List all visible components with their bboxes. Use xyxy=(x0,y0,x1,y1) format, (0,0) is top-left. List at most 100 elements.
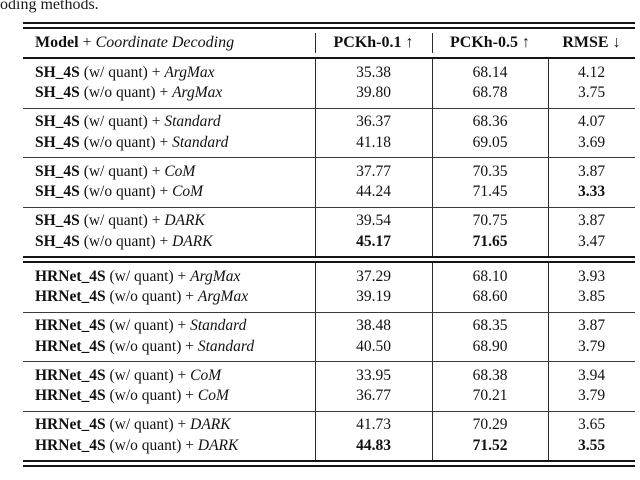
table-row: HRNet_4S (w/o quant) + ArgMax 39.19 68.6… xyxy=(23,287,635,308)
value-cell: 3.87 xyxy=(577,317,606,334)
value-cell: 39.19 xyxy=(356,288,391,305)
value-cell: 71.65 xyxy=(472,232,508,250)
header-plus: + xyxy=(82,34,92,51)
column-divider xyxy=(548,59,549,108)
model-name: SH_4S xyxy=(35,183,80,200)
value-cell: 44.83 xyxy=(356,436,391,454)
model-config: (w/o quant) + xyxy=(83,84,169,101)
model-name: SH_4S xyxy=(35,232,80,250)
model-config: (w/ quant) + xyxy=(83,162,161,180)
group-divider xyxy=(23,107,635,109)
model-cell: HRNet_4S (w/ quant) + ArgMax xyxy=(23,267,315,288)
column-divider xyxy=(315,263,316,312)
value-cell: 4.12 xyxy=(577,63,606,81)
model-config: (w/o quant) + xyxy=(109,436,194,454)
value-cell: 36.37 xyxy=(356,113,391,130)
model-name: SH_4S xyxy=(35,133,80,151)
column-header-label: PCKh-0.1 xyxy=(333,34,402,51)
table-group: HRNet_4S (w/ quant) + ArgMax 37.29 68.10… xyxy=(23,263,635,312)
model-name: HRNet_4S xyxy=(35,416,106,433)
value-cell: 3.93 xyxy=(577,267,606,285)
table-row: SH_4S (w/ quant) + DARK 39.54 70.75 3.87 xyxy=(23,211,635,232)
value-cell: 45.17 xyxy=(356,232,391,250)
table-group: HRNet_4S (w/ quant) + CoM 33.95 68.38 3.… xyxy=(23,362,635,411)
column-divider xyxy=(548,263,549,312)
model-config: (w/ quant) + xyxy=(109,416,187,433)
column-divider xyxy=(432,59,433,108)
column-divider xyxy=(548,362,549,411)
model-config: (w/o quant) + xyxy=(109,337,194,355)
value-cell: 39.54 xyxy=(356,212,391,229)
group-divider xyxy=(23,410,635,412)
group-divider xyxy=(23,311,635,313)
value-cell: 71.45 xyxy=(472,183,508,200)
column-divider xyxy=(315,411,316,460)
column-divider xyxy=(315,33,316,53)
table-group: SH_4S (w/ quant) + Standard 36.37 68.36 … xyxy=(23,108,635,157)
table-group: HRNet_4S (w/ quant) + DARK 41.73 70.29 3… xyxy=(23,411,635,460)
model-name: HRNet_4S xyxy=(35,436,106,454)
value-cell: 70.75 xyxy=(472,212,508,229)
column-divider xyxy=(432,207,433,256)
model-name: HRNet_4S xyxy=(35,317,106,334)
value-cell: 3.79 xyxy=(577,387,606,404)
table-row: SH_4S (w/ quant) + CoM 37.77 70.35 3.87 xyxy=(23,162,635,183)
header-model-label: Model xyxy=(35,34,79,51)
decoder-name: ArgMax xyxy=(172,84,223,101)
model-config: (w/ quant) + xyxy=(83,212,161,229)
model-config: (w/o quant) + xyxy=(109,288,194,305)
decoder-name: ArgMax xyxy=(190,267,241,285)
decoder-name: ArgMax xyxy=(164,63,215,81)
table-group: SH_4S (w/ quant) + ArgMax 35.38 68.14 4.… xyxy=(23,59,635,108)
model-cell: SH_4S (w/o quant) + DARK xyxy=(23,232,315,253)
value-cell: 68.60 xyxy=(472,288,508,305)
value-cell: 39.80 xyxy=(356,84,391,101)
value-cell: 70.29 xyxy=(472,416,508,433)
model-cell: HRNet_4S (w/o quant) + DARK xyxy=(23,436,315,457)
column-divider xyxy=(432,362,433,411)
value-cell: 44.24 xyxy=(356,183,391,200)
model-cell: SH_4S (w/o quant) + CoM xyxy=(23,182,315,203)
value-cell: 3.85 xyxy=(577,288,606,305)
model-cell: SH_4S (w/ quant) + ArgMax xyxy=(23,63,315,84)
table-bottom-rule xyxy=(23,460,635,467)
model-name: HRNet_4S xyxy=(35,337,106,355)
value-cell: 36.77 xyxy=(356,387,391,404)
model-cell: HRNet_4S (w/o quant) + ArgMax xyxy=(23,287,315,308)
value-cell: 68.10 xyxy=(472,267,508,285)
column-divider xyxy=(315,312,316,361)
decoder-name: CoM xyxy=(197,387,229,404)
group-divider xyxy=(23,206,635,208)
table-row: SH_4S (w/ quant) + ArgMax 35.38 68.14 4.… xyxy=(23,63,635,84)
model-name: SH_4S xyxy=(35,84,80,101)
column-divider xyxy=(315,362,316,411)
value-cell: 71.52 xyxy=(472,436,508,454)
column-divider xyxy=(432,33,433,53)
column-divider xyxy=(548,312,549,361)
table-group: SH_4S (w/ quant) + DARK 39.54 70.75 3.87… xyxy=(23,207,635,256)
model-cell: HRNet_4S (w/ quant) + CoM xyxy=(23,366,315,387)
value-cell: 40.50 xyxy=(356,337,391,355)
column-divider xyxy=(432,158,433,207)
value-cell: 3.47 xyxy=(577,232,606,250)
model-config: (w/o quant) + xyxy=(109,387,194,404)
column-divider xyxy=(548,108,549,157)
column-header-rmse: RMSE ↓ xyxy=(548,29,635,57)
decoder-name: Standard xyxy=(190,317,247,334)
decoder-name: Standard xyxy=(197,337,255,355)
value-cell: 35.38 xyxy=(356,63,391,81)
value-cell: 3.87 xyxy=(577,162,606,180)
column-divider xyxy=(548,207,549,256)
model-name: HRNet_4S xyxy=(35,387,106,404)
model-cell: HRNet_4S (w/o quant) + Standard xyxy=(23,337,315,358)
column-divider xyxy=(548,158,549,207)
model-cell: SH_4S (w/o quant) + ArgMax xyxy=(23,83,315,104)
column-divider xyxy=(315,207,316,256)
up-arrow-icon: ↑ xyxy=(522,34,530,51)
value-cell: 68.38 xyxy=(472,366,508,384)
decoder-name: CoM xyxy=(164,162,196,180)
value-cell: 68.14 xyxy=(472,63,508,81)
column-divider xyxy=(432,411,433,460)
value-cell: 41.18 xyxy=(356,133,391,151)
model-cell: HRNet_4S (w/ quant) + Standard xyxy=(23,316,315,337)
